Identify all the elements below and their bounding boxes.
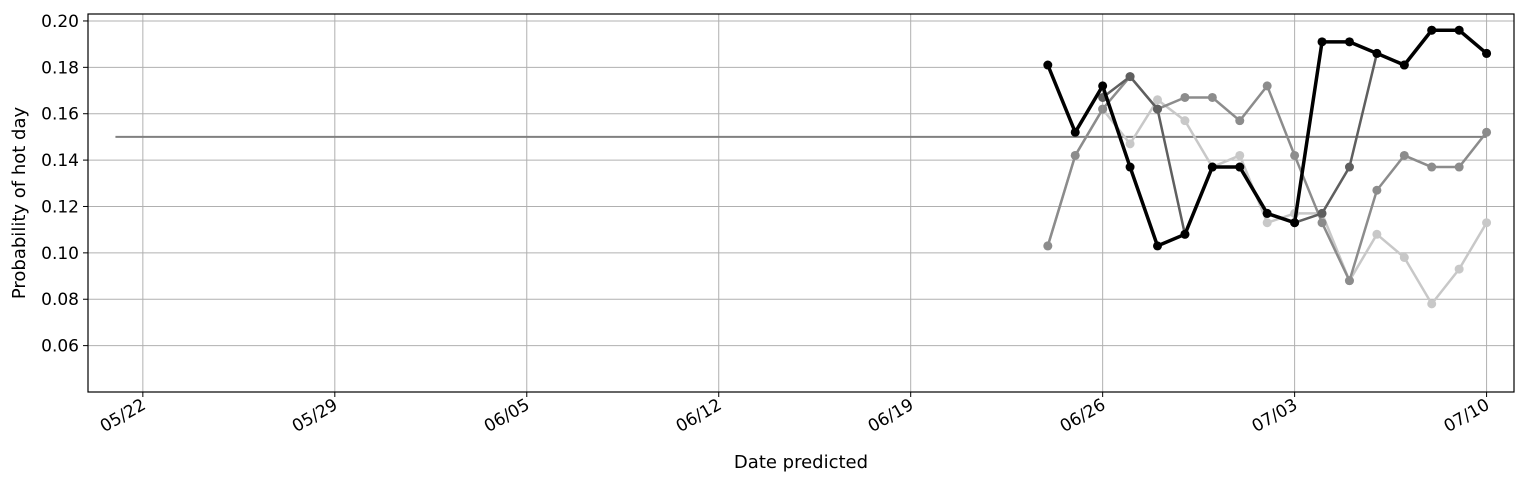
data-point bbox=[1454, 162, 1464, 172]
data-point bbox=[1180, 92, 1190, 102]
y-tick-label: 0.12 bbox=[41, 197, 79, 217]
data-point bbox=[1043, 241, 1053, 251]
data-point bbox=[1427, 25, 1437, 35]
data-point bbox=[1482, 127, 1492, 137]
y-axis: 0.06 0.08 0.10 0.12 0.14 0.16 0.18 0.20 bbox=[41, 12, 88, 357]
data-point bbox=[1180, 116, 1190, 126]
data-point bbox=[1070, 127, 1080, 137]
x-tick-label: 07/10 bbox=[1441, 395, 1493, 437]
data-point bbox=[1207, 162, 1217, 172]
data-point bbox=[1153, 104, 1162, 114]
data-point bbox=[1262, 218, 1272, 228]
data-point bbox=[1153, 95, 1162, 105]
x-tick-label: 06/26 bbox=[1057, 395, 1109, 437]
x-axis: 05/22 05/29 06/05 06/12 06/19 06/26 07/03 07/10 bbox=[97, 392, 1493, 437]
data-point bbox=[1344, 162, 1354, 172]
data-point bbox=[1372, 185, 1382, 195]
y-tick-label: 0.14 bbox=[41, 151, 79, 171]
y-tick-label: 0.18 bbox=[41, 58, 79, 78]
series-line bbox=[1046, 98, 1488, 306]
data-point bbox=[1482, 218, 1492, 228]
x-tick-label: 06/05 bbox=[481, 395, 533, 437]
series-group bbox=[1043, 25, 1492, 309]
x-tick-label: 06/12 bbox=[673, 395, 725, 437]
data-point bbox=[1235, 116, 1245, 126]
x-tick-label: 05/22 bbox=[97, 395, 149, 437]
series-line bbox=[1046, 75, 1488, 282]
data-point bbox=[1207, 92, 1217, 102]
data-point bbox=[1125, 162, 1135, 172]
x-axis-label: Date predicted bbox=[734, 452, 868, 473]
data-point bbox=[1399, 60, 1409, 70]
data-point bbox=[1125, 139, 1135, 149]
data-point bbox=[1427, 162, 1437, 172]
series-4 bbox=[1043, 25, 1492, 251]
data-point bbox=[1125, 72, 1135, 82]
data-point bbox=[1454, 25, 1464, 35]
data-point bbox=[1399, 150, 1409, 160]
x-tick-label: 05/29 bbox=[289, 395, 341, 437]
y-tick-label: 0.10 bbox=[41, 244, 79, 264]
data-point bbox=[1317, 37, 1327, 47]
y-tick-label: 0.20 bbox=[41, 12, 79, 32]
data-point bbox=[1290, 218, 1300, 228]
data-point bbox=[1043, 60, 1053, 70]
plot-frame bbox=[87, 13, 1515, 393]
grid bbox=[88, 14, 1514, 392]
data-point bbox=[1344, 37, 1354, 47]
data-point bbox=[1317, 208, 1327, 218]
data-point bbox=[1262, 81, 1272, 91]
data-point bbox=[1372, 48, 1382, 58]
data-point bbox=[1098, 104, 1108, 114]
data-point bbox=[1262, 208, 1272, 218]
x-tick-label: 06/19 bbox=[865, 395, 917, 437]
y-tick-label: 0.08 bbox=[41, 290, 79, 310]
data-point bbox=[1399, 252, 1409, 262]
data-point bbox=[1070, 150, 1080, 160]
y-tick-label: 0.16 bbox=[41, 105, 79, 125]
data-point bbox=[1180, 229, 1190, 239]
data-point bbox=[1482, 48, 1492, 58]
data-point bbox=[1454, 264, 1464, 274]
data-point bbox=[1317, 218, 1327, 228]
y-axis-label: Probability of hot day bbox=[9, 107, 30, 300]
data-point bbox=[1290, 150, 1300, 160]
data-point bbox=[1344, 276, 1354, 286]
data-point bbox=[1235, 150, 1245, 160]
series-1 bbox=[1043, 95, 1492, 309]
data-point bbox=[1098, 81, 1108, 91]
x-tick-label: 07/03 bbox=[1249, 395, 1301, 437]
data-point bbox=[1372, 229, 1382, 239]
data-point bbox=[1153, 241, 1162, 251]
data-point bbox=[1427, 299, 1437, 309]
y-tick-label: 0.06 bbox=[41, 337, 79, 357]
data-point bbox=[1235, 162, 1245, 172]
